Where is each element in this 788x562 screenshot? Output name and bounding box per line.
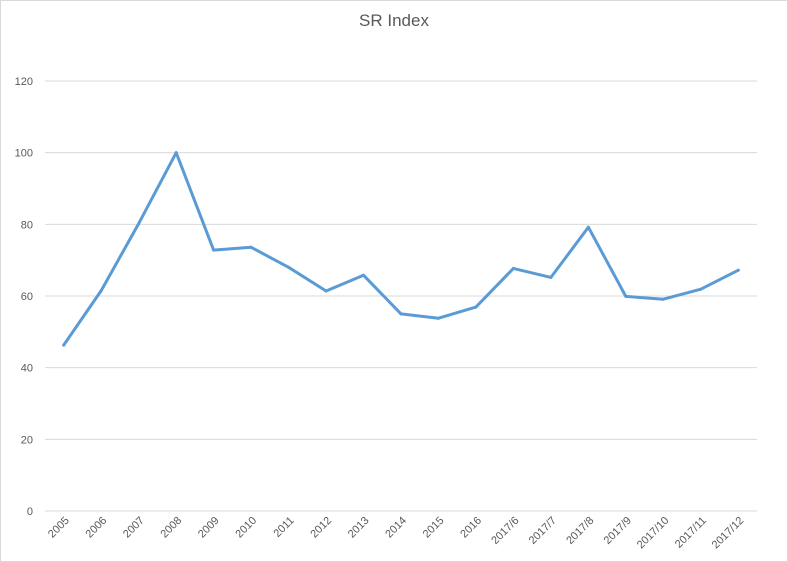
data-point [549, 275, 553, 279]
data-point [212, 248, 216, 252]
x-tick-label: 2013 [346, 515, 372, 541]
data-point [62, 343, 66, 347]
gridlines [45, 80, 757, 512]
data-point [474, 305, 478, 309]
x-tick-label: 2011 [271, 515, 296, 540]
x-tick-label: 2014 [383, 515, 409, 541]
x-tick-label: 2017/6 [489, 515, 521, 547]
data-point [174, 151, 178, 155]
y-tick-labels: 0 20 40 60 80 100 120 [15, 76, 33, 518]
x-tick-label: 2015 [421, 515, 447, 541]
data-point [436, 316, 440, 320]
data-point [661, 297, 665, 301]
x-tick-labels: 2005 2006 2007 2008 2009 2010 2011 2012 2013 2014… [46, 515, 746, 552]
data-point [249, 245, 253, 249]
x-tick-label: 2006 [84, 515, 110, 541]
x-tick-label: 2017/12 [710, 515, 747, 552]
data-point [624, 294, 628, 298]
x-tick-label: 2009 [196, 515, 222, 541]
x-tick-label: 2017/8 [564, 515, 596, 547]
data-point [736, 268, 740, 272]
y-tick-label: 20 [21, 434, 33, 446]
data-point [399, 312, 403, 316]
chart-title: SR Index [359, 11, 429, 30]
y-tick-label: 40 [21, 363, 33, 375]
data-point [137, 222, 141, 226]
x-tick-label: 2005 [46, 515, 72, 541]
data-point [699, 287, 703, 291]
y-tick-label: 0 [27, 506, 33, 518]
x-tick-label: 2017/7 [527, 515, 559, 547]
data-point [511, 266, 515, 270]
x-tick-label: 2010 [233, 515, 259, 541]
x-tick-label: 2007 [121, 515, 147, 541]
x-tick-label: 2017/10 [635, 515, 672, 552]
x-tick-label: 2017/9 [602, 515, 634, 547]
y-tick-label: 60 [21, 291, 33, 303]
data-point [362, 273, 366, 277]
x-tick-label: 2016 [458, 515, 484, 541]
x-tick-label: 2012 [308, 515, 334, 541]
data-point [287, 265, 291, 269]
x-tick-label: 2008 [158, 515, 184, 541]
y-tick-label: 120 [15, 76, 33, 88]
y-tick-label: 80 [21, 219, 33, 231]
y-tick-label: 100 [15, 148, 33, 160]
data-point [324, 289, 328, 293]
data-point [99, 289, 103, 293]
series-line [62, 151, 740, 347]
series-lines [62, 151, 740, 347]
data-point [586, 225, 590, 229]
x-tick-label: 2017/11 [673, 515, 709, 551]
